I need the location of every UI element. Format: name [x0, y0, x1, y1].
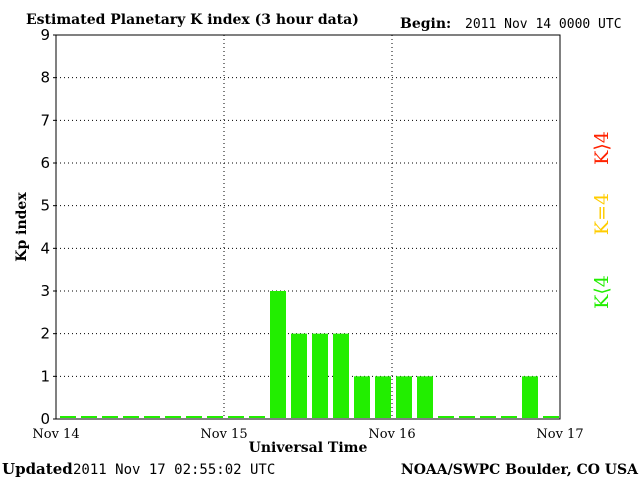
chart-title: Estimated Planetary K index (3 hour data… — [26, 12, 359, 28]
kp-bar — [312, 333, 328, 418]
y-tick-label: 8 — [40, 69, 50, 87]
y-tick-label: 7 — [40, 111, 50, 129]
grid-lines — [56, 35, 560, 419]
kp-bar — [144, 416, 160, 418]
y-tick-label: 5 — [40, 197, 50, 215]
kp-bar — [228, 416, 244, 418]
kp-bar — [60, 416, 76, 418]
kp-bar — [459, 416, 475, 418]
y-axis-label: Kp index — [14, 192, 30, 262]
kp-bar — [207, 416, 223, 418]
y-tick-label: 3 — [40, 282, 50, 300]
updated-label: Updated — [2, 460, 73, 478]
y-axis-ticks: 0 1 2 3 4 5 6 7 8 9 — [40, 26, 56, 428]
kp-bar — [522, 376, 538, 418]
source-credit: NOAA/SWPC Boulder, CO USA — [401, 462, 639, 478]
x-axis-label: Universal Time — [249, 440, 368, 456]
kp-bar — [438, 416, 454, 418]
x-tick-label: Nov 14 — [32, 427, 79, 442]
y-tick-label: 2 — [40, 325, 50, 343]
legend-k-greater-4: K⟩4 — [591, 131, 613, 165]
kp-bar — [480, 416, 496, 418]
y-tick-label: 0 — [40, 410, 50, 428]
kp-bar — [291, 333, 307, 418]
y-tick-label: 9 — [40, 26, 50, 44]
kp-bar — [102, 416, 118, 418]
kp-bar — [81, 416, 97, 418]
kp-bar — [396, 376, 412, 418]
kp-bar — [417, 376, 433, 418]
kp-bar — [333, 333, 349, 418]
kp-bar — [165, 416, 181, 418]
y-tick-label: 4 — [40, 239, 50, 257]
kp-bar — [270, 291, 286, 418]
x-tick-label: Nov 15 — [200, 427, 247, 442]
x-tick-label: Nov 16 — [368, 427, 415, 442]
kp-bar — [501, 416, 517, 418]
y-tick-label: 6 — [40, 154, 50, 172]
x-axis-ticks: Nov 14 Nov 15 Nov 16 Nov 17 — [32, 427, 583, 442]
kp-bar — [249, 416, 265, 418]
kp-bar — [186, 416, 202, 418]
legend-k-equal-4: K=4 — [591, 193, 613, 235]
begin-value: 2011 Nov 14 0000 UTC — [465, 17, 622, 32]
y-tick-label: 1 — [40, 367, 50, 385]
plot-frame — [55, 34, 561, 420]
kp-bar — [354, 376, 370, 418]
x-tick-label: Nov 17 — [536, 427, 583, 442]
updated-value: 2011 Nov 17 02:55:02 UTC — [73, 462, 275, 478]
bars — [60, 291, 559, 418]
begin-label: Begin: — [400, 16, 451, 32]
kp-bar — [543, 416, 559, 418]
kp-bar — [375, 376, 391, 418]
legend-k-less-4: K⟨4 — [591, 275, 613, 309]
kp-bar — [123, 416, 139, 418]
